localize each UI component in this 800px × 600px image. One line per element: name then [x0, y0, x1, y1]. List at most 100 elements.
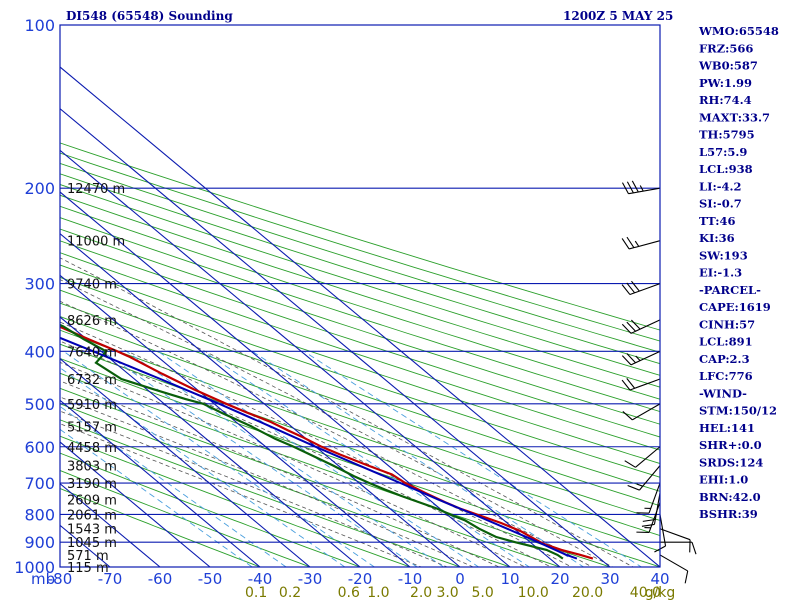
dry-adiabat [60, 387, 562, 567]
isotherm [60, 357, 311, 567]
wind-barb [621, 236, 661, 250]
height-label: 4458 m [67, 441, 117, 456]
wind-barb [624, 446, 661, 468]
wind-barb-shaft [628, 187, 661, 195]
index-1: FRZ:566 [699, 41, 753, 55]
wind-barb-flag [627, 484, 640, 491]
mixing-ratio-label: 40.0 [630, 585, 661, 600]
dry-adiabat [60, 470, 312, 567]
wind-barb-flag [622, 411, 633, 421]
wind-barb-half-flag [636, 483, 643, 487]
wind-barb-flag [631, 280, 640, 292]
wind-barb [636, 482, 661, 514]
pressure-tick-label: 100 [24, 16, 55, 35]
height-label: 2061 m [67, 508, 117, 523]
wind-barb [621, 378, 661, 391]
height-label: 5157 m [67, 420, 117, 435]
wind-barb-flag [631, 180, 639, 193]
wind-barb-shaft [632, 403, 661, 421]
pressure-tick-label: 1000 [14, 558, 55, 577]
isotherm [60, 399, 261, 567]
temperature-tick-label: 10 [500, 570, 519, 588]
index-8: LCL:938 [699, 162, 753, 176]
temperature-tick-label: -70 [98, 570, 123, 588]
wind-barb-half-flag [639, 185, 644, 192]
wind-barb-shaft [630, 319, 661, 334]
wind-barb-flag [626, 353, 636, 364]
wind-barb [622, 403, 661, 421]
moist-adiabat [60, 300, 593, 567]
height-label: 5910 m [67, 398, 117, 413]
index-2: WB0:587 [698, 59, 758, 73]
wind-barb [659, 554, 689, 584]
index-7: L57:5.9 [699, 145, 747, 159]
dry-adiabat [60, 217, 660, 413]
moist-adiabat [60, 410, 449, 567]
pressure-tick-label: 300 [24, 275, 55, 294]
index-10: SI:-0.7 [699, 197, 742, 211]
temperature-tick-label: -10 [398, 570, 423, 588]
dry-adiabat [60, 264, 660, 464]
dry-adiabat [60, 194, 660, 388]
pressure-tick-label: 900 [24, 533, 55, 552]
isotherm [60, 191, 511, 567]
isotherm [60, 107, 611, 567]
isotherm [60, 149, 561, 567]
dry-adiabat [60, 162, 660, 353]
index-28: BSHR:39 [699, 507, 758, 521]
temperature-tick-label: -60 [148, 570, 173, 588]
dry-adiabat [60, 173, 660, 365]
dry-adiabat [60, 435, 412, 567]
wind-barb-flag [624, 460, 636, 468]
index-21: -WIND- [699, 386, 747, 400]
height-label: 11000 m [67, 235, 125, 250]
index-24: SHR+:0.0 [699, 438, 762, 452]
mixing-ratio-label: 0.6 [338, 585, 360, 600]
wind-barb-flag [621, 355, 632, 366]
wind-barb-flag [621, 323, 632, 334]
height-label: 571 m [67, 549, 109, 564]
wind-barb-layer [621, 180, 697, 584]
isotherm [0, 25, 10, 567]
dry-adiabat [60, 183, 660, 376]
mixing-ratio-line [60, 367, 346, 567]
wind-barb-half-flag [634, 240, 640, 247]
mixing-ratio-line [303, 350, 643, 567]
index-13: SW:193 [699, 248, 748, 262]
index-4: RH:74.4 [699, 93, 752, 107]
isotherm [60, 441, 211, 567]
index-9: LI:-4.2 [699, 179, 742, 193]
wind-barb-flag [621, 379, 631, 391]
wind-barb [627, 465, 661, 491]
dry-adiabat [60, 343, 660, 552]
wind-barb [621, 319, 661, 334]
dry-adiabat [60, 316, 660, 521]
wind-barb [621, 350, 661, 366]
station-title: DI548 (65548) Sounding [66, 9, 233, 23]
mixing-ratio-line [63, 350, 376, 567]
series-dewpoint-line [60, 323, 564, 560]
index-3: PW:1.99 [699, 76, 752, 90]
pressure-tick-label: 700 [24, 474, 55, 493]
mixing-ratio-label: 1.0 [367, 585, 389, 600]
index-26: EHI:1.0 [699, 473, 748, 487]
index-22: STM:150/12 [699, 404, 777, 418]
temperature-tick-label: -30 [298, 570, 323, 588]
wind-barb-flag [684, 570, 689, 584]
mixing-ratio-line [203, 350, 531, 567]
wind-barb-shaft [659, 528, 691, 541]
mixing-ratio-label: 5.0 [471, 585, 493, 600]
dry-adiabat [60, 142, 660, 331]
moist-adiabat [60, 279, 614, 567]
dry-adiabat [60, 452, 362, 567]
temperature-tick-label: 0 [455, 570, 465, 588]
mixing-ratio-unit: g/kg [645, 585, 676, 600]
mixing-ratio-line [102, 350, 418, 567]
dry-adiabat [60, 403, 512, 567]
series-parcel-line [60, 336, 578, 560]
height-label: 115 m [67, 561, 109, 576]
mixing-ratio-label: 20.0 [572, 585, 603, 600]
series-temperature-line [60, 325, 594, 560]
dry-adiabat [60, 252, 660, 451]
wind-barb-shaft [648, 482, 661, 514]
